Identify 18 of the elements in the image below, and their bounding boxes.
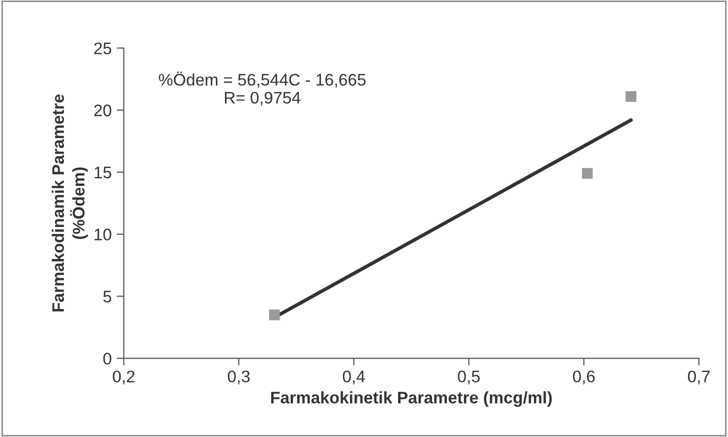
- y-axis-title: Farmakodinamik Parametre (%Ödem): [52, 94, 88, 312]
- y-tick-label: 25: [94, 42, 112, 54]
- x-tick-label: 0,2: [112, 370, 135, 384]
- x-tick-label: 0,7: [688, 370, 710, 384]
- x-tick-label: 0,3: [228, 370, 250, 384]
- point: [626, 91, 636, 102]
- point: [582, 168, 593, 179]
- point: [269, 310, 280, 320]
- y-tick-label: 5: [103, 290, 112, 302]
- x-tick-label: 0,4: [342, 370, 365, 384]
- y-tick-label: 20: [94, 104, 112, 116]
- y-tick-label: 0: [103, 352, 112, 365]
- y-tick-label: 10: [94, 228, 112, 240]
- x-tick-label: 0,5: [458, 370, 480, 384]
- y-tick-label: 15: [94, 166, 112, 178]
- x-tick-label: 0,6: [572, 370, 595, 384]
- annotation: %Ödem = 56,544C - 16,665 R= 0,9754: [158, 72, 366, 106]
- x-axis-title: Farmakokinetik Parametre (mcg/ml): [271, 391, 552, 407]
